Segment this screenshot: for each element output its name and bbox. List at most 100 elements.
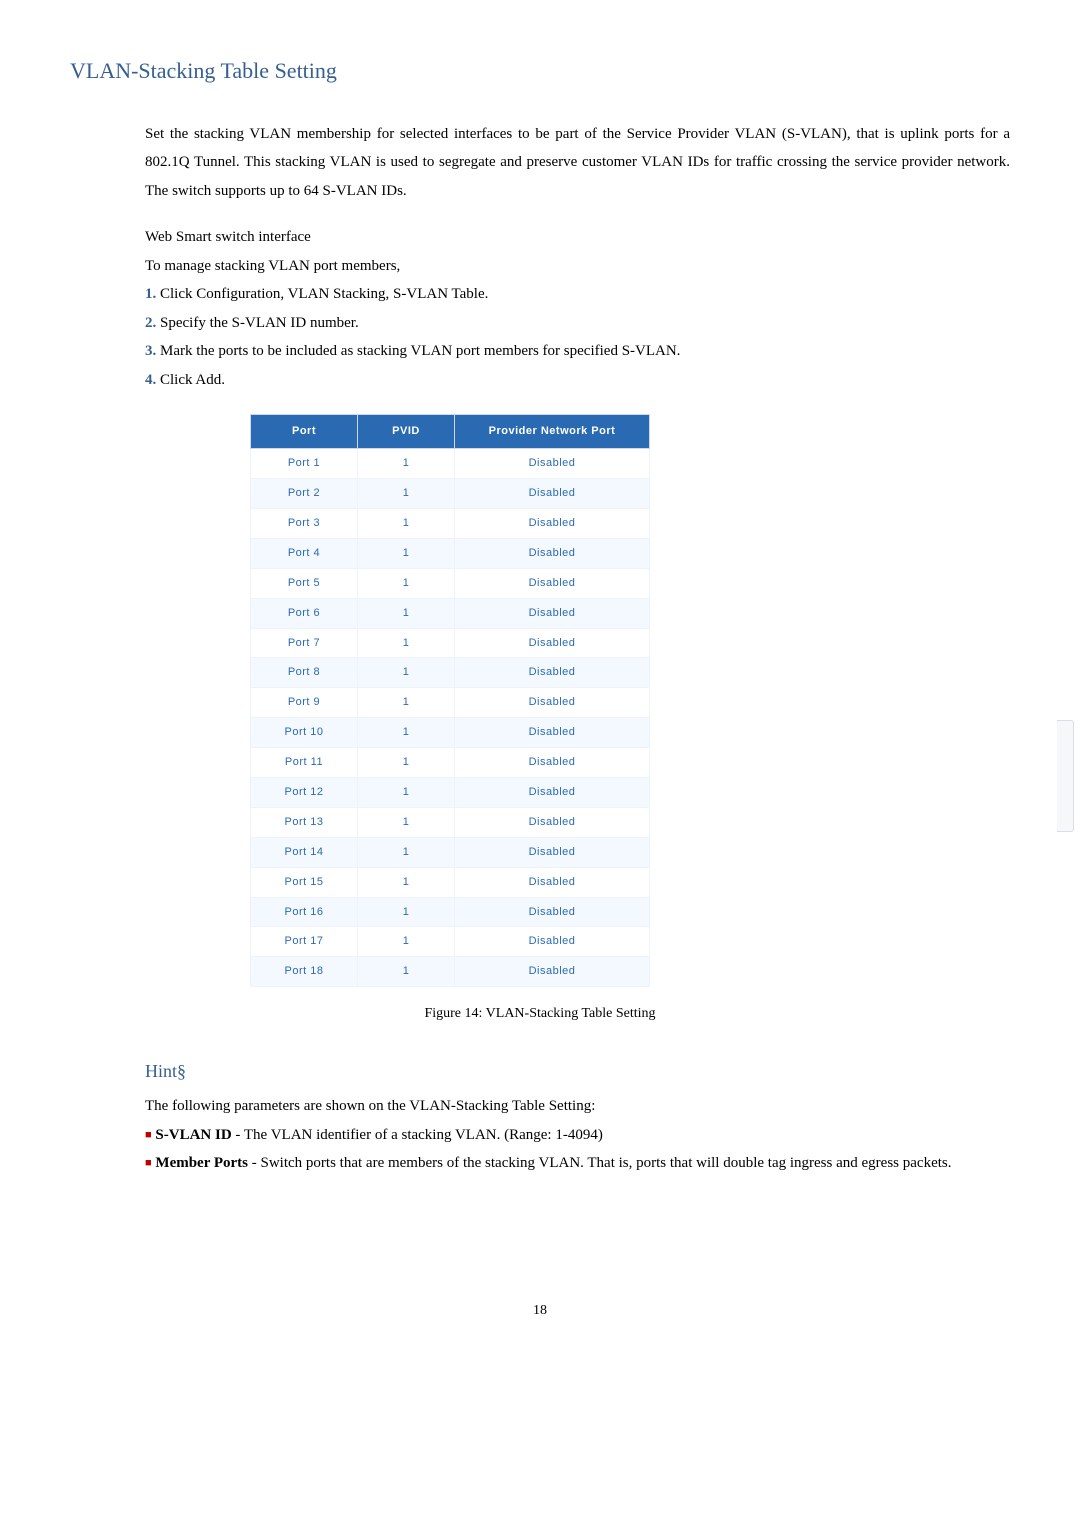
port-table: Port PVID Provider Network Port Port 11D… — [250, 414, 650, 987]
cell-pvid: 1 — [358, 927, 455, 957]
cell-status: Disabled — [455, 658, 650, 688]
bullet-icon: ■ — [145, 1153, 152, 1174]
hint-label-2: Member Ports — [155, 1155, 248, 1171]
cell-status: Disabled — [455, 568, 650, 598]
cell-port: Port 13 — [251, 807, 358, 837]
cell-pvid: 1 — [358, 748, 455, 778]
cell-pvid: 1 — [358, 777, 455, 807]
cell-pvid: 1 — [358, 867, 455, 897]
th-port: Port — [251, 415, 358, 449]
hint-intro: The following parameters are shown on th… — [145, 1092, 1010, 1121]
cell-port: Port 2 — [251, 479, 358, 509]
cell-port: Port 18 — [251, 957, 358, 987]
cell-pvid: 1 — [358, 897, 455, 927]
table-header-row: Port PVID Provider Network Port — [251, 415, 650, 449]
step-text-1: Click Configuration, VLAN Stacking, S-VL… — [156, 286, 488, 302]
cell-status: Disabled — [455, 598, 650, 628]
cell-status: Disabled — [455, 837, 650, 867]
table-row: Port 71Disabled — [251, 628, 650, 658]
step-num-3: 3. — [145, 343, 156, 359]
table-row: Port 121Disabled — [251, 777, 650, 807]
cell-pvid: 1 — [358, 837, 455, 867]
cell-status: Disabled — [455, 479, 650, 509]
cell-status: Disabled — [455, 897, 650, 927]
table-row: Port 41Disabled — [251, 538, 650, 568]
cell-port: Port 10 — [251, 718, 358, 748]
cell-port: Port 4 — [251, 538, 358, 568]
manage-label: To manage stacking VLAN port members, — [145, 252, 1010, 281]
interface-label: Web Smart switch interface — [145, 223, 1010, 252]
cell-port: Port 7 — [251, 628, 358, 658]
cell-port: Port 9 — [251, 688, 358, 718]
cell-port: Port 3 — [251, 508, 358, 538]
hint-item-2: ■ Member Ports - Switch ports that are m… — [145, 1149, 1010, 1178]
cell-port: Port 12 — [251, 777, 358, 807]
step-text-2: Specify the S-VLAN ID number. — [156, 315, 358, 331]
step-text-3: Mark the ports to be included as stackin… — [156, 343, 680, 359]
cell-pvid: 1 — [358, 538, 455, 568]
cell-pvid: 1 — [358, 628, 455, 658]
cell-port: Port 16 — [251, 897, 358, 927]
table-row: Port 11Disabled — [251, 449, 650, 479]
intro-paragraph: Set the stacking VLAN membership for sel… — [145, 120, 1010, 206]
cell-port: Port 14 — [251, 837, 358, 867]
cell-port: Port 6 — [251, 598, 358, 628]
cell-pvid: 1 — [358, 479, 455, 509]
cell-port: Port 8 — [251, 658, 358, 688]
cell-status: Disabled — [455, 927, 650, 957]
cell-port: Port 11 — [251, 748, 358, 778]
cell-pvid: 1 — [358, 807, 455, 837]
table-row: Port 141Disabled — [251, 837, 650, 867]
cell-pvid: 1 — [358, 449, 455, 479]
step-1: 1. Click Configuration, VLAN Stacking, S… — [145, 280, 1010, 309]
cell-pvid: 1 — [358, 718, 455, 748]
table-row: Port 21Disabled — [251, 479, 650, 509]
cell-pvid: 1 — [358, 688, 455, 718]
hint-text-2: - Switch ports that are members of the s… — [248, 1155, 951, 1171]
section-title: VLAN-Stacking Table Setting — [70, 50, 1010, 92]
page-number: 18 — [70, 1298, 1010, 1325]
table-row: Port 81Disabled — [251, 658, 650, 688]
cell-pvid: 1 — [358, 508, 455, 538]
cell-pvid: 1 — [358, 598, 455, 628]
table-row: Port 31Disabled — [251, 508, 650, 538]
hint-label-1: S-VLAN ID — [155, 1127, 231, 1143]
hint-item-1: ■ S-VLAN ID - The VLAN identifier of a s… — [145, 1121, 1010, 1150]
port-table-wrap: Port PVID Provider Network Port Port 11D… — [250, 414, 1010, 987]
table-row: Port 91Disabled — [251, 688, 650, 718]
bullet-icon: ■ — [145, 1125, 152, 1146]
step-num-2: 2. — [145, 315, 156, 331]
cell-status: Disabled — [455, 688, 650, 718]
cell-status: Disabled — [455, 508, 650, 538]
table-row: Port 101Disabled — [251, 718, 650, 748]
cell-status: Disabled — [455, 867, 650, 897]
step-num-1: 1. — [145, 286, 156, 302]
cell-port: Port 15 — [251, 867, 358, 897]
table-row: Port 171Disabled — [251, 927, 650, 957]
cell-status: Disabled — [455, 807, 650, 837]
hint-title: Hint§ — [145, 1054, 1010, 1088]
th-provider: Provider Network Port — [455, 415, 650, 449]
table-row: Port 111Disabled — [251, 748, 650, 778]
table-row: Port 161Disabled — [251, 897, 650, 927]
table-row: Port 181Disabled — [251, 957, 650, 987]
cell-port: Port 5 — [251, 568, 358, 598]
step-4: 4. Click Add. — [145, 366, 1010, 395]
cell-port: Port 17 — [251, 927, 358, 957]
step-3: 3. Mark the ports to be included as stac… — [145, 337, 1010, 366]
cell-status: Disabled — [455, 957, 650, 987]
cell-status: Disabled — [455, 718, 650, 748]
cell-status: Disabled — [455, 628, 650, 658]
step-2: 2. Specify the S-VLAN ID number. — [145, 309, 1010, 338]
th-pvid: PVID — [358, 415, 455, 449]
cell-port: Port 1 — [251, 449, 358, 479]
cell-pvid: 1 — [358, 658, 455, 688]
cell-pvid: 1 — [358, 568, 455, 598]
figure-caption: Figure 14: VLAN-Stacking Table Setting — [70, 1001, 1010, 1028]
cell-status: Disabled — [455, 449, 650, 479]
table-row: Port 131Disabled — [251, 807, 650, 837]
table-row: Port 151Disabled — [251, 867, 650, 897]
hint-text-1: - The VLAN identifier of a stacking VLAN… — [232, 1127, 603, 1143]
step-num-4: 4. — [145, 372, 156, 388]
table-row: Port 51Disabled — [251, 568, 650, 598]
